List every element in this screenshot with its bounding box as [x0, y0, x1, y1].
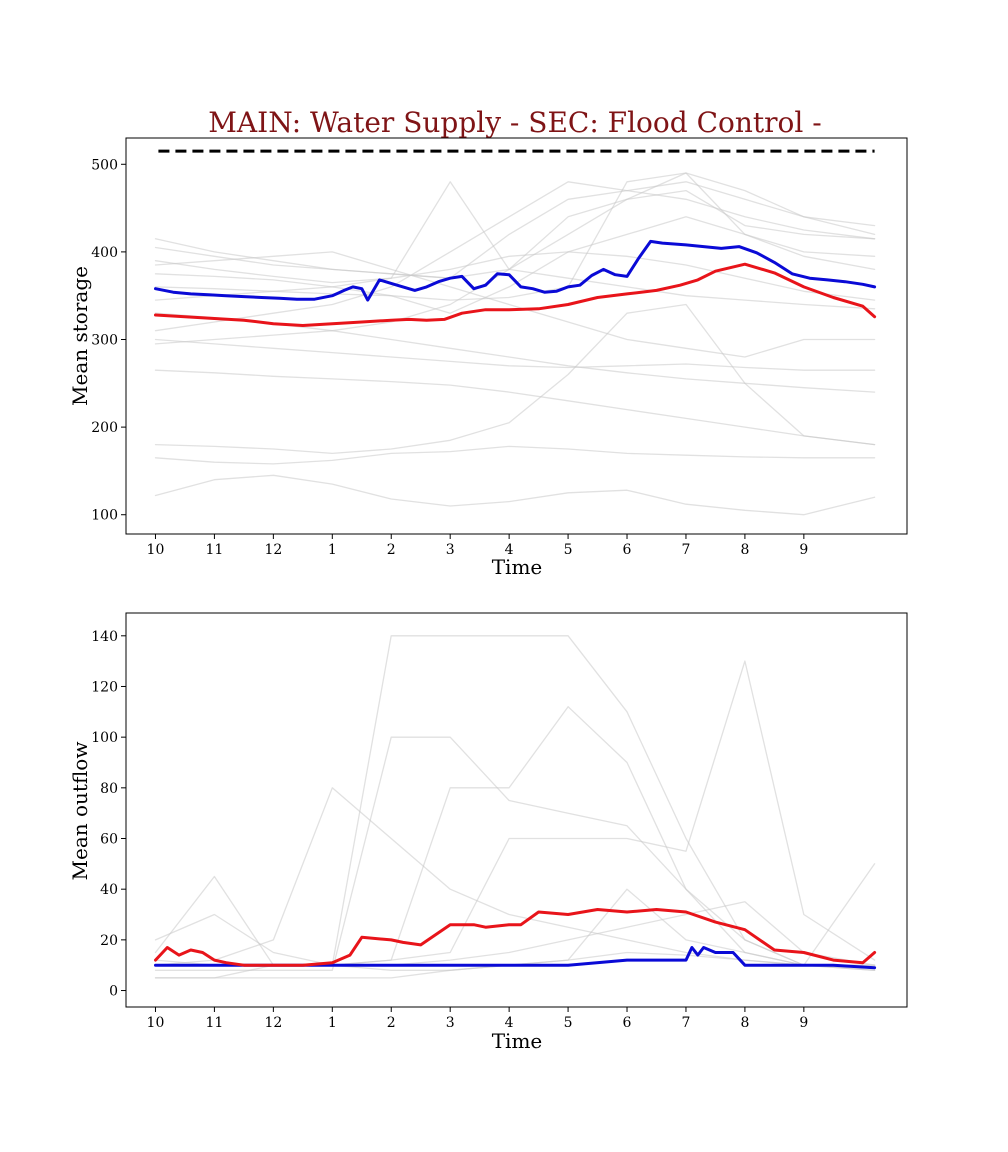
storage-x-tick-label: 12: [264, 542, 282, 558]
outflow-x-tick-label: 1: [328, 1015, 337, 1031]
outflow-y-tick-label: 100: [91, 730, 118, 746]
storage-x-tick-label: 6: [623, 542, 632, 558]
outflow-y-tick-label: 20: [100, 933, 118, 949]
storage-red-line: [154, 262, 877, 327]
storage-x-tick-label: 1: [328, 542, 337, 558]
storage-y-ticks: 100 200 300 400 500: [91, 157, 126, 524]
outflow-x-tick-label: 8: [740, 1015, 749, 1031]
storage-x-axis-label: Time: [492, 555, 543, 579]
outflow-plot-frame: [125, 612, 908, 1008]
outflow-x-tick-label: 3: [446, 1015, 455, 1031]
storage-x-tick-label: 4: [505, 542, 514, 558]
outflow-y-tick-label: 60: [100, 832, 118, 848]
storage-ensemble-lines: [154, 172, 876, 516]
outflow-ensemble-line-6: [154, 706, 876, 966]
outflow-y-tick-label: 0: [109, 984, 118, 1000]
storage-ensemble-line-7: [154, 312, 876, 393]
chart-title: MAIN: Water Supply - SEC: Flood Control …: [208, 106, 821, 139]
outflow-ensemble-line-3: [154, 787, 876, 971]
outflow-ensemble-line-8: [154, 875, 876, 966]
storage-x-tick-label: 3: [446, 542, 455, 558]
outflow-x-tick-label: 4: [505, 1015, 514, 1031]
outflow-x-ticks: 10 11 12 1 2 3 4 5 6 7 8 9: [147, 1007, 808, 1031]
storage-ensemble-line-13: [154, 181, 876, 310]
outflow-y-ticks: 0 20 40 60 80 100 120 140: [91, 629, 126, 1000]
storage-y-tick-label: 300: [91, 333, 118, 349]
outflow-x-tick-label: 7: [682, 1015, 691, 1031]
outflow-y-tick-label: 40: [100, 882, 118, 898]
storage-x-tick-label: 9: [799, 542, 808, 558]
storage-ensemble-line-10: [154, 251, 876, 301]
storage-x-tick-label: 7: [682, 542, 691, 558]
storage-ensemble-line-15: [154, 251, 876, 358]
storage-x-ticks: 10 11 12 1 2 3 4 5 6 7 8 9: [147, 534, 808, 558]
storage-y-tick-label: 400: [91, 245, 118, 261]
storage-y-tick-label: 500: [91, 157, 118, 173]
outflow-ensemble-line-4: [154, 635, 876, 979]
outflow-mean-lines: [154, 908, 877, 970]
outflow-y-tick-label: 120: [91, 679, 118, 695]
storage-x-tick-label: 8: [740, 542, 749, 558]
outflow-x-tick-label: 5: [564, 1015, 573, 1031]
outflow-x-tick-label: 12: [264, 1015, 282, 1031]
storage-plot-frame: [125, 137, 908, 535]
outflow-x-tick-label: 2: [387, 1015, 396, 1031]
outflow-x-tick-label: 11: [206, 1015, 224, 1031]
outflow-x-axis-label: Time: [492, 1029, 543, 1053]
storage-ensemble-line-2: [154, 474, 876, 516]
outflow-ensemble-line-5: [154, 736, 876, 971]
storage-mean-lines: [154, 149, 877, 327]
storage-ensemble-line-9: [154, 189, 876, 279]
storage-y-axis-label: Mean storage: [68, 266, 92, 406]
outflow-blue-line: [154, 946, 877, 970]
storage-ensemble-line-5: [154, 369, 876, 446]
storage-x-tick-label: 11: [206, 542, 224, 558]
outflow-x-tick-label: 6: [623, 1015, 632, 1031]
storage-ensemble-line-6: [154, 338, 876, 371]
outflow-ensemble-lines: [154, 635, 876, 979]
outflow-ensemble-line-7: [154, 660, 876, 966]
storage-y-tick-label: 200: [91, 420, 118, 436]
storage-y-tick-label: 100: [91, 508, 118, 524]
storage-blue-line: [154, 239, 877, 302]
outflow-x-tick-label: 9: [799, 1015, 808, 1031]
storage-ensemble-line-4: [154, 303, 876, 455]
storage-x-tick-label: 5: [564, 542, 573, 558]
storage-x-tick-label: 10: [147, 542, 165, 558]
storage-ensemble-line-16: [154, 181, 876, 279]
storage-x-tick-label: 2: [387, 542, 396, 558]
outflow-y-axis-label: Mean outflow: [68, 742, 92, 881]
outflow-x-tick-label: 10: [147, 1015, 165, 1031]
storage-ensemble-line-3: [154, 445, 876, 465]
outflow-red-line: [154, 908, 877, 967]
storage-ensemble-line-14: [154, 181, 876, 332]
outflow-y-tick-label: 140: [91, 629, 118, 645]
outflow-y-tick-label: 80: [100, 781, 118, 797]
